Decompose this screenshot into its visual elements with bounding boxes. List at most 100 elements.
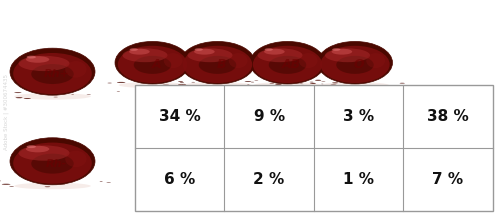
Ellipse shape xyxy=(130,48,138,51)
Text: 9 %: 9 % xyxy=(254,109,284,124)
Ellipse shape xyxy=(162,85,169,86)
Ellipse shape xyxy=(330,84,336,86)
Ellipse shape xyxy=(24,98,31,99)
Text: 2 %: 2 % xyxy=(254,172,284,187)
Ellipse shape xyxy=(16,97,22,98)
Text: 6 %: 6 % xyxy=(164,172,196,187)
Ellipse shape xyxy=(194,49,214,55)
Text: O: O xyxy=(354,58,364,71)
Ellipse shape xyxy=(13,143,92,184)
Ellipse shape xyxy=(129,49,150,55)
Ellipse shape xyxy=(270,86,276,87)
Ellipse shape xyxy=(300,83,303,84)
Ellipse shape xyxy=(300,85,306,86)
Ellipse shape xyxy=(264,48,273,51)
Ellipse shape xyxy=(180,82,184,83)
Ellipse shape xyxy=(322,81,326,82)
Ellipse shape xyxy=(194,48,203,51)
Ellipse shape xyxy=(10,138,95,185)
Ellipse shape xyxy=(182,84,186,85)
Ellipse shape xyxy=(134,56,171,74)
Ellipse shape xyxy=(254,80,258,81)
Ellipse shape xyxy=(26,56,36,58)
Ellipse shape xyxy=(200,81,204,82)
Ellipse shape xyxy=(318,86,323,87)
Ellipse shape xyxy=(153,80,158,81)
Ellipse shape xyxy=(275,84,282,85)
Ellipse shape xyxy=(264,49,284,55)
Ellipse shape xyxy=(14,92,21,93)
Text: 34 %: 34 % xyxy=(159,109,200,124)
Ellipse shape xyxy=(18,56,70,71)
Ellipse shape xyxy=(269,56,306,74)
Text: 3 %: 3 % xyxy=(343,109,374,124)
Text: 1 %: 1 % xyxy=(343,172,374,187)
Ellipse shape xyxy=(10,186,14,187)
Ellipse shape xyxy=(312,83,316,84)
Ellipse shape xyxy=(180,86,189,88)
Ellipse shape xyxy=(321,82,389,88)
Text: Adobe Stock | #300674435: Adobe Stock | #300674435 xyxy=(4,74,10,150)
Ellipse shape xyxy=(158,80,166,81)
Ellipse shape xyxy=(118,46,187,83)
Ellipse shape xyxy=(65,151,86,167)
Ellipse shape xyxy=(332,48,340,51)
Ellipse shape xyxy=(115,41,190,84)
Ellipse shape xyxy=(122,48,168,62)
Ellipse shape xyxy=(203,86,210,87)
Ellipse shape xyxy=(325,48,370,62)
Ellipse shape xyxy=(366,53,385,68)
Text: Rh+: Rh+ xyxy=(44,69,70,79)
Ellipse shape xyxy=(180,41,255,84)
Ellipse shape xyxy=(86,94,91,95)
Ellipse shape xyxy=(206,83,210,84)
Ellipse shape xyxy=(188,48,232,62)
Ellipse shape xyxy=(319,85,321,86)
Ellipse shape xyxy=(370,86,375,87)
Ellipse shape xyxy=(44,186,51,187)
Ellipse shape xyxy=(31,154,74,174)
Ellipse shape xyxy=(2,184,10,185)
Ellipse shape xyxy=(320,46,390,83)
Ellipse shape xyxy=(400,83,405,84)
Ellipse shape xyxy=(31,64,74,84)
Ellipse shape xyxy=(332,82,338,83)
Ellipse shape xyxy=(180,86,184,87)
Ellipse shape xyxy=(316,85,321,86)
Ellipse shape xyxy=(72,94,74,95)
Ellipse shape xyxy=(332,49,352,55)
Ellipse shape xyxy=(184,85,188,86)
Ellipse shape xyxy=(183,46,252,83)
Ellipse shape xyxy=(253,46,322,83)
Ellipse shape xyxy=(270,83,274,84)
Ellipse shape xyxy=(14,93,91,100)
Ellipse shape xyxy=(117,82,126,83)
Text: 38 %: 38 % xyxy=(427,109,469,124)
Text: AB: AB xyxy=(282,58,301,71)
Ellipse shape xyxy=(299,53,318,68)
Ellipse shape xyxy=(13,53,92,94)
Ellipse shape xyxy=(26,146,50,152)
Ellipse shape xyxy=(106,182,111,183)
Ellipse shape xyxy=(10,48,95,95)
Ellipse shape xyxy=(164,53,182,68)
Ellipse shape xyxy=(65,61,86,78)
Ellipse shape xyxy=(26,145,36,148)
Bar xyxy=(135,85,492,211)
Ellipse shape xyxy=(315,80,321,81)
Ellipse shape xyxy=(254,82,321,88)
Ellipse shape xyxy=(60,184,65,185)
Text: Rh-: Rh- xyxy=(46,159,68,169)
Ellipse shape xyxy=(229,53,248,68)
Ellipse shape xyxy=(250,41,325,84)
Ellipse shape xyxy=(184,82,252,88)
Text: B: B xyxy=(216,58,226,71)
Text: A: A xyxy=(152,58,161,71)
Text: 7 %: 7 % xyxy=(432,172,464,187)
Ellipse shape xyxy=(178,84,183,85)
Ellipse shape xyxy=(336,56,374,74)
Ellipse shape xyxy=(26,56,50,63)
Ellipse shape xyxy=(119,82,186,88)
Ellipse shape xyxy=(116,91,120,92)
Ellipse shape xyxy=(258,48,302,62)
